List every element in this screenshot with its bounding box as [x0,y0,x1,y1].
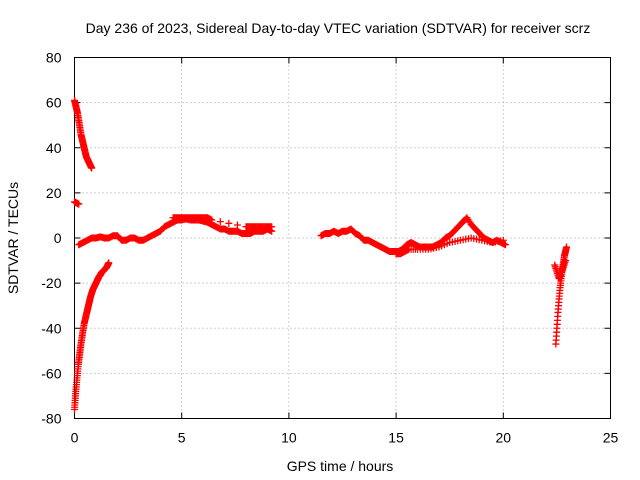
y-tick-label: -40 [41,320,61,336]
axis-ticks: 0 5 10 15 20 25 -80 -60 -40 -20 0 20 40 60 80 [41,50,618,446]
x-tick-label: 20 [496,430,512,446]
chart-title: Day 236 of 2023, Sidereal Day-to-day VTE… [86,20,591,36]
data-point [501,241,509,249]
y-tick-label: 20 [46,185,62,201]
y-tick-label: -80 [41,411,61,427]
series-late-segment [552,243,571,348]
y-tick-label: -20 [41,275,61,291]
data-point [561,257,569,265]
data-point [75,200,83,208]
x-tick-label: 0 [71,430,79,446]
y-tick-label: 80 [46,50,62,66]
data-point [233,221,241,229]
y-tick-label: -60 [41,365,61,381]
data-point [105,259,113,267]
x-tick-label: 5 [178,430,186,446]
x-axis-label: GPS time / hours [287,458,394,474]
series-late-segment-2 [551,257,569,283]
x-tick-label: 10 [281,430,297,446]
data-point [88,164,96,172]
data-markers [71,96,571,413]
data-point [225,219,233,227]
series-trace-0-9h-upper [169,214,276,231]
y-tick-label: 0 [54,230,62,246]
series-early-low-recovery [71,259,113,413]
data-point [563,243,571,251]
grid [74,57,611,419]
data-point [208,216,216,224]
series-trace-11-20h-lower [392,234,507,258]
x-tick-label: 15 [388,430,404,446]
data-point [499,236,507,244]
y-axis-label: SDTVAR / TECUs [5,182,21,294]
x-tick-label: 25 [603,430,619,446]
data-point [268,223,276,231]
series-early-high-decay [71,96,96,172]
y-tick-label: 60 [46,95,62,111]
data-point [216,218,224,226]
series-early-mid-level [71,198,83,208]
y-tick-label: 40 [46,140,62,156]
